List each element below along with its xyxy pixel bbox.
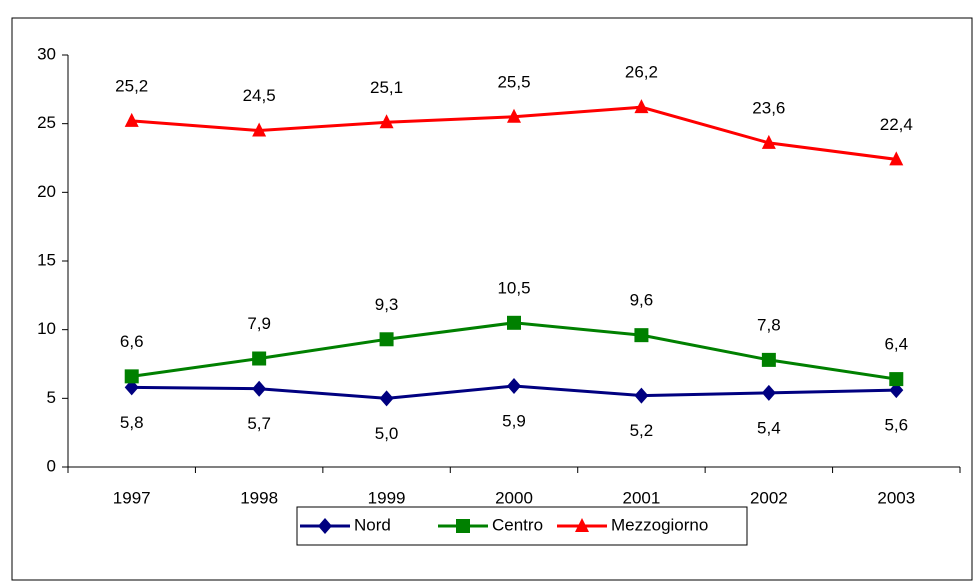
y-tick-label: 5 xyxy=(47,388,56,407)
legend-marker xyxy=(318,518,332,534)
data-label: 5,0 xyxy=(375,424,399,443)
x-tick-label: 2002 xyxy=(750,488,788,507)
x-tick-label: 1999 xyxy=(368,488,406,507)
data-label: 5,8 xyxy=(120,413,144,432)
data-point xyxy=(252,351,267,366)
data-point xyxy=(379,114,394,129)
data-point xyxy=(761,134,776,149)
data-label: 5,6 xyxy=(884,416,908,435)
data-point xyxy=(124,112,139,127)
x-tick-label: 1997 xyxy=(113,488,151,507)
legend-label: Nord xyxy=(354,515,391,534)
legend-box xyxy=(296,506,748,546)
legend-label: Mezzogiorno xyxy=(611,515,708,534)
data-label: 24,5 xyxy=(243,86,276,105)
data-label: 22,4 xyxy=(880,115,913,134)
data-point xyxy=(761,352,776,367)
data-point xyxy=(379,332,394,347)
data-point xyxy=(252,122,267,137)
y-tick-label: 20 xyxy=(37,182,56,201)
data-label: 25,2 xyxy=(115,76,148,95)
y-tick-label: 25 xyxy=(37,113,56,132)
legend-marker xyxy=(575,518,589,532)
x-tick-label: 2000 xyxy=(495,488,533,507)
data-point xyxy=(507,108,521,123)
y-tick-label: 10 xyxy=(37,319,56,338)
x-tick-label: 2003 xyxy=(877,488,915,507)
data-label: 25,1 xyxy=(370,78,403,97)
data-point xyxy=(634,387,649,404)
data-point xyxy=(634,328,649,343)
data-point xyxy=(761,384,776,401)
data-label: 6,6 xyxy=(120,332,144,351)
chart-border xyxy=(11,17,973,581)
data-label: 10,5 xyxy=(497,278,530,297)
y-tick-label: 15 xyxy=(37,250,56,269)
data-point xyxy=(124,369,139,384)
data-point xyxy=(634,99,649,114)
data-label: 23,6 xyxy=(752,98,785,117)
data-point xyxy=(889,372,904,387)
data-label: 7,9 xyxy=(247,314,271,333)
data-label: 6,4 xyxy=(884,335,908,354)
data-point xyxy=(889,151,904,166)
data-point xyxy=(507,377,521,394)
legend-marker xyxy=(456,519,470,533)
data-point xyxy=(252,380,267,397)
y-tick-label: 30 xyxy=(37,44,56,63)
data-label: 5,2 xyxy=(630,421,654,440)
data-label: 25,5 xyxy=(497,72,530,91)
data-label: 5,4 xyxy=(757,418,781,437)
data-label: 5,7 xyxy=(247,414,271,433)
data-label: 26,2 xyxy=(625,63,658,82)
x-tick-label: 2001 xyxy=(623,488,661,507)
data-label: 9,3 xyxy=(375,295,399,314)
data-label: 5,9 xyxy=(502,411,526,430)
data-label: 7,8 xyxy=(757,315,781,334)
y-tick-label: 0 xyxy=(47,456,56,475)
data-label: 9,6 xyxy=(630,291,654,310)
x-tick-label: 1998 xyxy=(240,488,278,507)
data-point xyxy=(379,390,394,407)
legend-label: Centro xyxy=(492,515,543,534)
data-point xyxy=(507,315,521,330)
